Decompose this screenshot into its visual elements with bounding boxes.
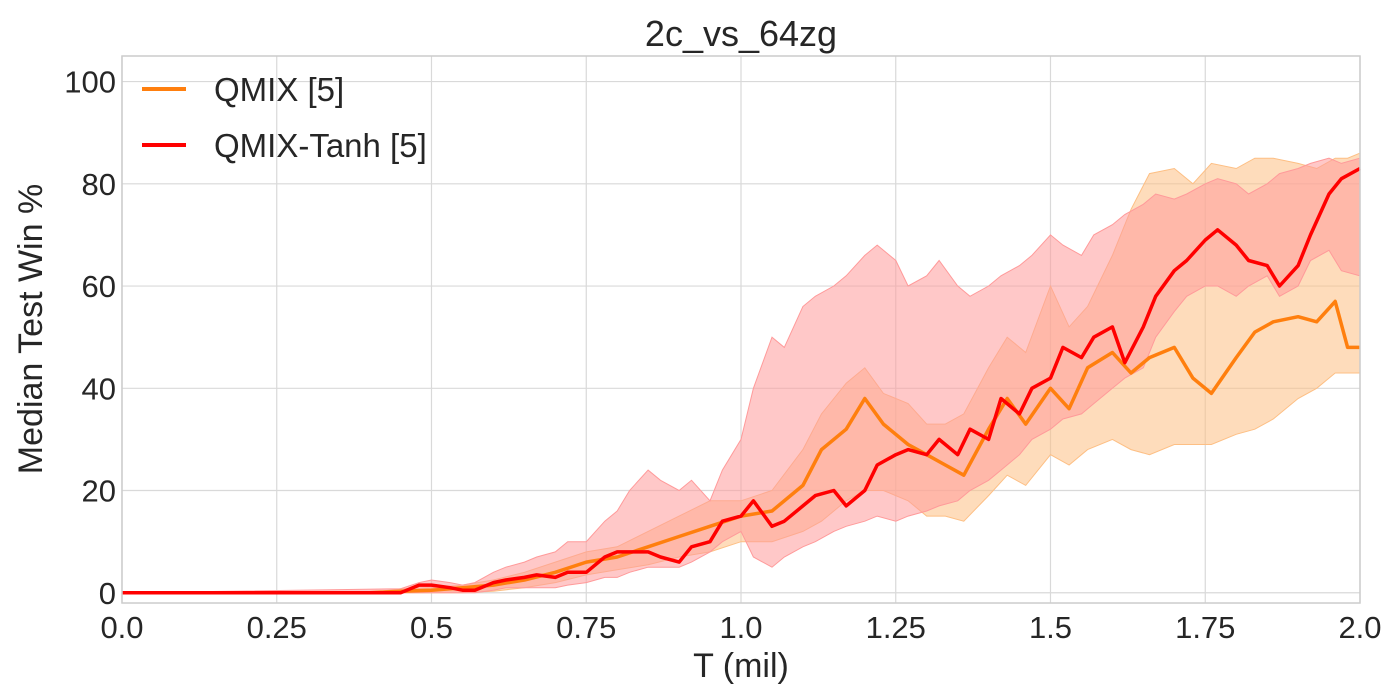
y-tick-label: 40 <box>82 371 116 406</box>
x-tick-label: 0.0 <box>100 610 143 645</box>
x-tick-label: 0.5 <box>410 610 453 645</box>
chart-title: 2c_vs_64zg <box>645 13 837 54</box>
x-axis-label: T (mil) <box>693 647 789 685</box>
median-lines <box>122 166 1361 595</box>
x-tick-label: 0.75 <box>556 610 616 645</box>
plot-frame <box>121 55 1361 604</box>
y-tick-label: 60 <box>82 269 116 304</box>
y-axis-label: Median Test Win % <box>12 184 50 474</box>
series-1-line <box>122 299 1360 595</box>
y-tick-label: 80 <box>82 167 116 202</box>
series-2-line <box>122 166 1361 595</box>
y-axis-ticks: 0 20 40 60 80 100 <box>64 65 116 611</box>
y-tick-label: 100 <box>64 65 116 100</box>
legend-label: QMIX-Tanh [5] <box>214 127 427 164</box>
x-tick-label: 0.25 <box>247 610 307 645</box>
x-tick-label: 1.5 <box>1029 610 1072 645</box>
x-tick-label: 1.75 <box>1175 610 1235 645</box>
x-tick-label: 1.25 <box>866 610 926 645</box>
legend-label: QMIX [5] <box>214 71 344 108</box>
y-tick-label: 0 <box>99 576 116 611</box>
y-tick-label: 20 <box>82 474 116 509</box>
legend: QMIX [5] QMIX-Tanh [5] <box>142 71 427 164</box>
x-tick-label: 2.0 <box>1338 610 1381 645</box>
x-tick-label: 1.0 <box>719 610 762 645</box>
x-axis-ticks: 0.0 0.25 0.5 0.75 1.0 1.25 1.5 1.75 2.0 <box>100 610 1381 645</box>
